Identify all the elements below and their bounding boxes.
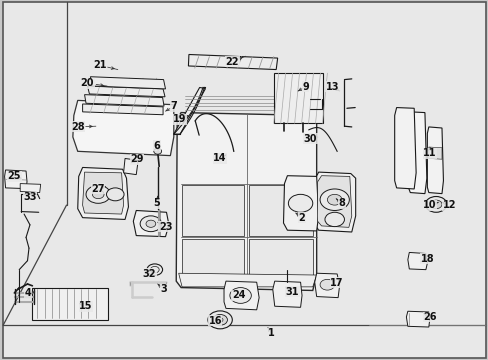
Polygon shape <box>73 100 173 156</box>
Polygon shape <box>314 273 339 298</box>
Text: 15: 15 <box>79 301 93 311</box>
Text: 2: 2 <box>298 213 305 222</box>
Circle shape <box>146 220 156 227</box>
Text: 4: 4 <box>24 288 31 298</box>
Text: 17: 17 <box>330 278 343 288</box>
Circle shape <box>86 185 110 203</box>
Polygon shape <box>427 127 443 194</box>
Text: 16: 16 <box>208 316 222 325</box>
Polygon shape <box>82 104 163 115</box>
Text: 20: 20 <box>81 78 94 88</box>
Circle shape <box>325 212 344 226</box>
Circle shape <box>320 189 348 211</box>
Text: 5: 5 <box>153 198 160 208</box>
Polygon shape <box>123 158 138 175</box>
Polygon shape <box>176 113 316 291</box>
Text: 8: 8 <box>338 198 345 208</box>
Text: 19: 19 <box>173 114 186 124</box>
Polygon shape <box>178 273 316 287</box>
Polygon shape <box>188 54 277 69</box>
Polygon shape <box>3 3 485 357</box>
Text: 33: 33 <box>23 192 37 202</box>
Polygon shape <box>20 184 41 193</box>
Circle shape <box>217 318 223 322</box>
Text: 23: 23 <box>159 222 172 231</box>
Circle shape <box>327 194 341 205</box>
Polygon shape <box>313 172 355 232</box>
Text: 14: 14 <box>213 153 226 163</box>
Polygon shape <box>224 281 259 310</box>
Text: 3: 3 <box>161 284 167 294</box>
Text: 32: 32 <box>142 269 156 279</box>
Text: 25: 25 <box>8 171 21 181</box>
Polygon shape <box>407 252 427 270</box>
Circle shape <box>229 288 251 303</box>
Text: 9: 9 <box>302 82 308 92</box>
Text: 26: 26 <box>422 312 436 322</box>
Circle shape <box>140 216 161 231</box>
Text: 11: 11 <box>422 148 436 158</box>
Polygon shape <box>182 239 244 285</box>
Text: 21: 21 <box>93 60 106 70</box>
Polygon shape <box>32 288 108 320</box>
Polygon shape <box>249 239 312 285</box>
Text: 12: 12 <box>442 200 455 210</box>
Text: 31: 31 <box>285 287 299 297</box>
Circle shape <box>429 200 441 209</box>
Polygon shape <box>90 77 165 89</box>
Polygon shape <box>84 95 163 106</box>
Text: 6: 6 <box>153 141 160 151</box>
Text: 30: 30 <box>303 134 316 144</box>
Text: 29: 29 <box>130 154 143 164</box>
Circle shape <box>320 279 334 290</box>
Circle shape <box>207 311 232 329</box>
Polygon shape <box>4 170 27 189</box>
Text: 18: 18 <box>420 254 433 264</box>
Circle shape <box>212 315 227 325</box>
Polygon shape <box>78 167 128 220</box>
Text: 1: 1 <box>267 328 274 338</box>
Polygon shape <box>317 176 351 227</box>
Polygon shape <box>283 176 318 231</box>
Polygon shape <box>273 73 322 123</box>
Polygon shape <box>133 211 168 237</box>
Polygon shape <box>87 86 164 97</box>
Polygon shape <box>249 185 312 235</box>
Circle shape <box>92 190 104 199</box>
Polygon shape <box>428 147 441 159</box>
Circle shape <box>147 264 162 275</box>
Text: 24: 24 <box>231 291 245 301</box>
Circle shape <box>106 188 124 201</box>
Circle shape <box>288 194 312 212</box>
Polygon shape <box>394 108 415 189</box>
Circle shape <box>154 148 161 154</box>
Polygon shape <box>406 311 429 327</box>
Polygon shape <box>182 185 244 235</box>
Text: 13: 13 <box>325 82 338 92</box>
Polygon shape <box>272 281 302 307</box>
Text: 22: 22 <box>225 57 239 67</box>
Text: 7: 7 <box>170 102 177 112</box>
Polygon shape <box>407 112 426 194</box>
Polygon shape <box>173 87 205 134</box>
Polygon shape <box>82 172 123 214</box>
Text: 10: 10 <box>422 200 436 210</box>
Text: 27: 27 <box>91 184 105 194</box>
Circle shape <box>425 197 446 212</box>
Text: 28: 28 <box>71 122 84 132</box>
